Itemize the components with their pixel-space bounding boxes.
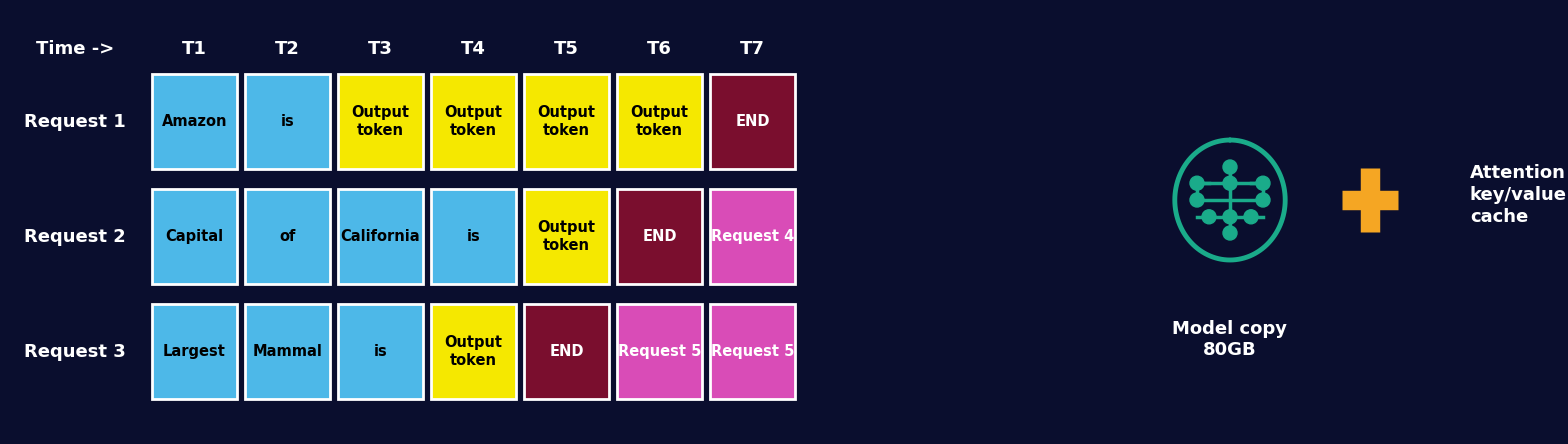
Text: Output
token: Output token	[630, 105, 688, 138]
Bar	[339, 304, 423, 399]
Text: T5: T5	[554, 40, 579, 58]
Bar	[152, 74, 237, 169]
Text: Output
token: Output token	[444, 335, 502, 369]
Text: T6: T6	[648, 40, 673, 58]
Bar	[245, 189, 329, 284]
Bar	[616, 74, 702, 169]
Text: Output
token: Output token	[538, 220, 596, 253]
Text: of: of	[279, 229, 296, 244]
Text: Request 2: Request 2	[24, 227, 125, 246]
Bar	[152, 189, 237, 284]
Text: T4: T4	[461, 40, 486, 58]
Bar	[339, 189, 423, 284]
Circle shape	[1190, 176, 1204, 190]
Text: Request 1: Request 1	[24, 112, 125, 131]
Text: Request 5: Request 5	[618, 344, 701, 359]
Bar	[524, 304, 608, 399]
Text: Request 4: Request 4	[710, 229, 793, 244]
Text: is: is	[467, 229, 480, 244]
Bar	[245, 74, 329, 169]
Text: Attention
key/value
cache: Attention key/value cache	[1469, 164, 1566, 226]
Circle shape	[1203, 210, 1217, 224]
Circle shape	[1243, 210, 1258, 224]
Bar	[524, 74, 608, 169]
Text: END: END	[549, 344, 583, 359]
Bar	[710, 189, 795, 284]
Text: T3: T3	[368, 40, 394, 58]
Text: Model copy
80GB: Model copy 80GB	[1173, 320, 1287, 359]
Text: California: California	[340, 229, 420, 244]
Text: END: END	[735, 114, 770, 129]
Circle shape	[1256, 193, 1270, 207]
Circle shape	[1223, 176, 1237, 190]
Text: T2: T2	[274, 40, 299, 58]
Text: Request 3: Request 3	[24, 342, 125, 361]
Bar	[710, 304, 795, 399]
Text: Amazon: Amazon	[162, 114, 227, 129]
Circle shape	[1223, 160, 1237, 174]
Circle shape	[1256, 176, 1270, 190]
Text: Largest: Largest	[163, 344, 226, 359]
Text: Capital: Capital	[166, 229, 224, 244]
Text: Output
token: Output token	[538, 105, 596, 138]
Text: Request 5: Request 5	[710, 344, 793, 359]
Text: Time ->: Time ->	[36, 40, 114, 58]
Bar	[710, 74, 795, 169]
Circle shape	[1190, 193, 1204, 207]
Text: T7: T7	[740, 40, 765, 58]
Bar	[245, 304, 329, 399]
Text: END: END	[643, 229, 677, 244]
Bar	[152, 304, 237, 399]
Circle shape	[1223, 226, 1237, 240]
Circle shape	[1223, 210, 1237, 224]
Bar	[431, 74, 516, 169]
Bar	[616, 189, 702, 284]
Text: Output
token: Output token	[351, 105, 409, 138]
Text: T1: T1	[182, 40, 207, 58]
Text: Output
token: Output token	[444, 105, 502, 138]
Text: is: is	[281, 114, 295, 129]
Bar	[524, 189, 608, 284]
Bar	[431, 189, 516, 284]
Bar	[616, 304, 702, 399]
Text: is: is	[373, 344, 387, 359]
Text: Mammal: Mammal	[252, 344, 323, 359]
Bar	[339, 74, 423, 169]
Bar	[431, 304, 516, 399]
